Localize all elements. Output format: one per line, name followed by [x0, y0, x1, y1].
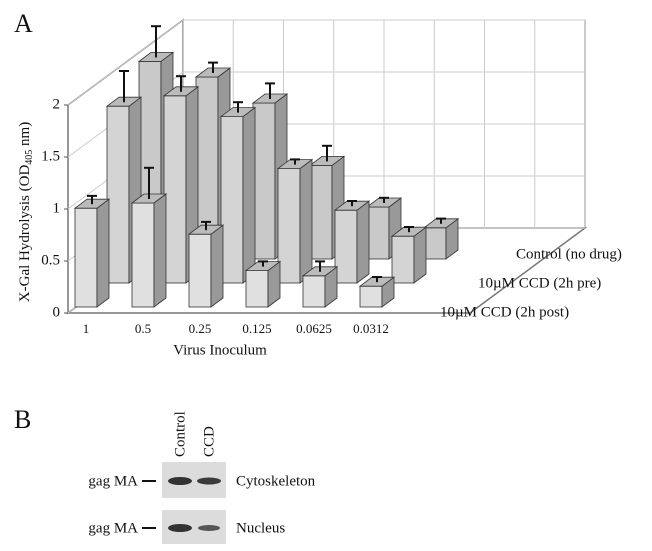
bar [333, 200, 371, 284]
bar-front [131, 202, 155, 308]
y-axis-label-part: nm) [17, 122, 33, 150]
bar-front [277, 168, 301, 284]
bar [276, 158, 314, 284]
bar-front [309, 164, 333, 260]
blot-band [168, 477, 192, 485]
x-tick-label: 0.0312 [353, 321, 389, 336]
bar-front [302, 275, 326, 308]
bar [358, 276, 396, 308]
legend-label: 10µM CCD (2h post) [440, 304, 569, 320]
row-label: Nucleus [236, 520, 285, 536]
row-label: Cytoskeleton [236, 473, 316, 489]
column-label: CCD [201, 426, 217, 457]
x-tick-label: 0.5 [135, 321, 151, 336]
bar-side [242, 106, 256, 284]
y-tick-label: 1.5 [41, 148, 60, 164]
bar-front [106, 105, 130, 284]
bar [422, 218, 460, 260]
bar [244, 260, 282, 308]
x-tick-label: 0.0625 [296, 321, 332, 336]
bar-side [413, 226, 427, 284]
x-tick-label: 0.25 [189, 321, 212, 336]
legend-label: Control (no drug) [516, 246, 622, 262]
bar-side [96, 198, 110, 308]
y-tick-label: 0.5 [41, 252, 60, 268]
bar-side [299, 158, 313, 284]
blot-band [168, 524, 192, 532]
column-label: Control [172, 411, 188, 457]
bar-front [366, 206, 390, 260]
bar-front [391, 235, 415, 284]
bar-side [153, 193, 167, 308]
bar-front [163, 95, 187, 284]
bar [73, 198, 111, 308]
row-marker: gag MA [88, 473, 138, 489]
bar [187, 224, 225, 308]
bar [301, 265, 339, 308]
bar [219, 106, 257, 284]
bar-front [252, 102, 276, 260]
bar [390, 226, 428, 284]
y-axis-label-part: 405 [24, 150, 35, 165]
y-tick-label: 2 [53, 96, 61, 112]
bar-front [74, 207, 98, 308]
y-tick-label: 1 [53, 200, 61, 216]
grid-line [67, 19, 184, 106]
x-axis-label: Virus Inoculum [173, 342, 267, 358]
bar-side [356, 200, 370, 284]
x-tick-label: 1 [83, 321, 90, 336]
bar-front [245, 270, 269, 308]
x-tick-label: 0.125 [242, 321, 271, 336]
bar-front [220, 116, 244, 284]
y-axis-label-part: X-Gal Hydrolysis (OD [17, 165, 33, 303]
bar-front [334, 209, 358, 284]
bar-front [359, 285, 383, 308]
bar-front [423, 227, 447, 260]
bar-side [210, 224, 224, 308]
panel-label: B [14, 405, 31, 434]
row-marker: gag MA [88, 520, 138, 536]
legend-label: 10µM CCD (2h pre) [478, 275, 601, 291]
y-tick-label: 0 [53, 304, 61, 320]
blot-band [197, 477, 221, 485]
bar-front [188, 233, 212, 308]
bar [130, 193, 168, 308]
y-axis-label: X-Gal Hydrolysis (OD405 nm) [17, 122, 35, 302]
panel-label: A [14, 9, 33, 38]
blot-band [198, 525, 220, 531]
